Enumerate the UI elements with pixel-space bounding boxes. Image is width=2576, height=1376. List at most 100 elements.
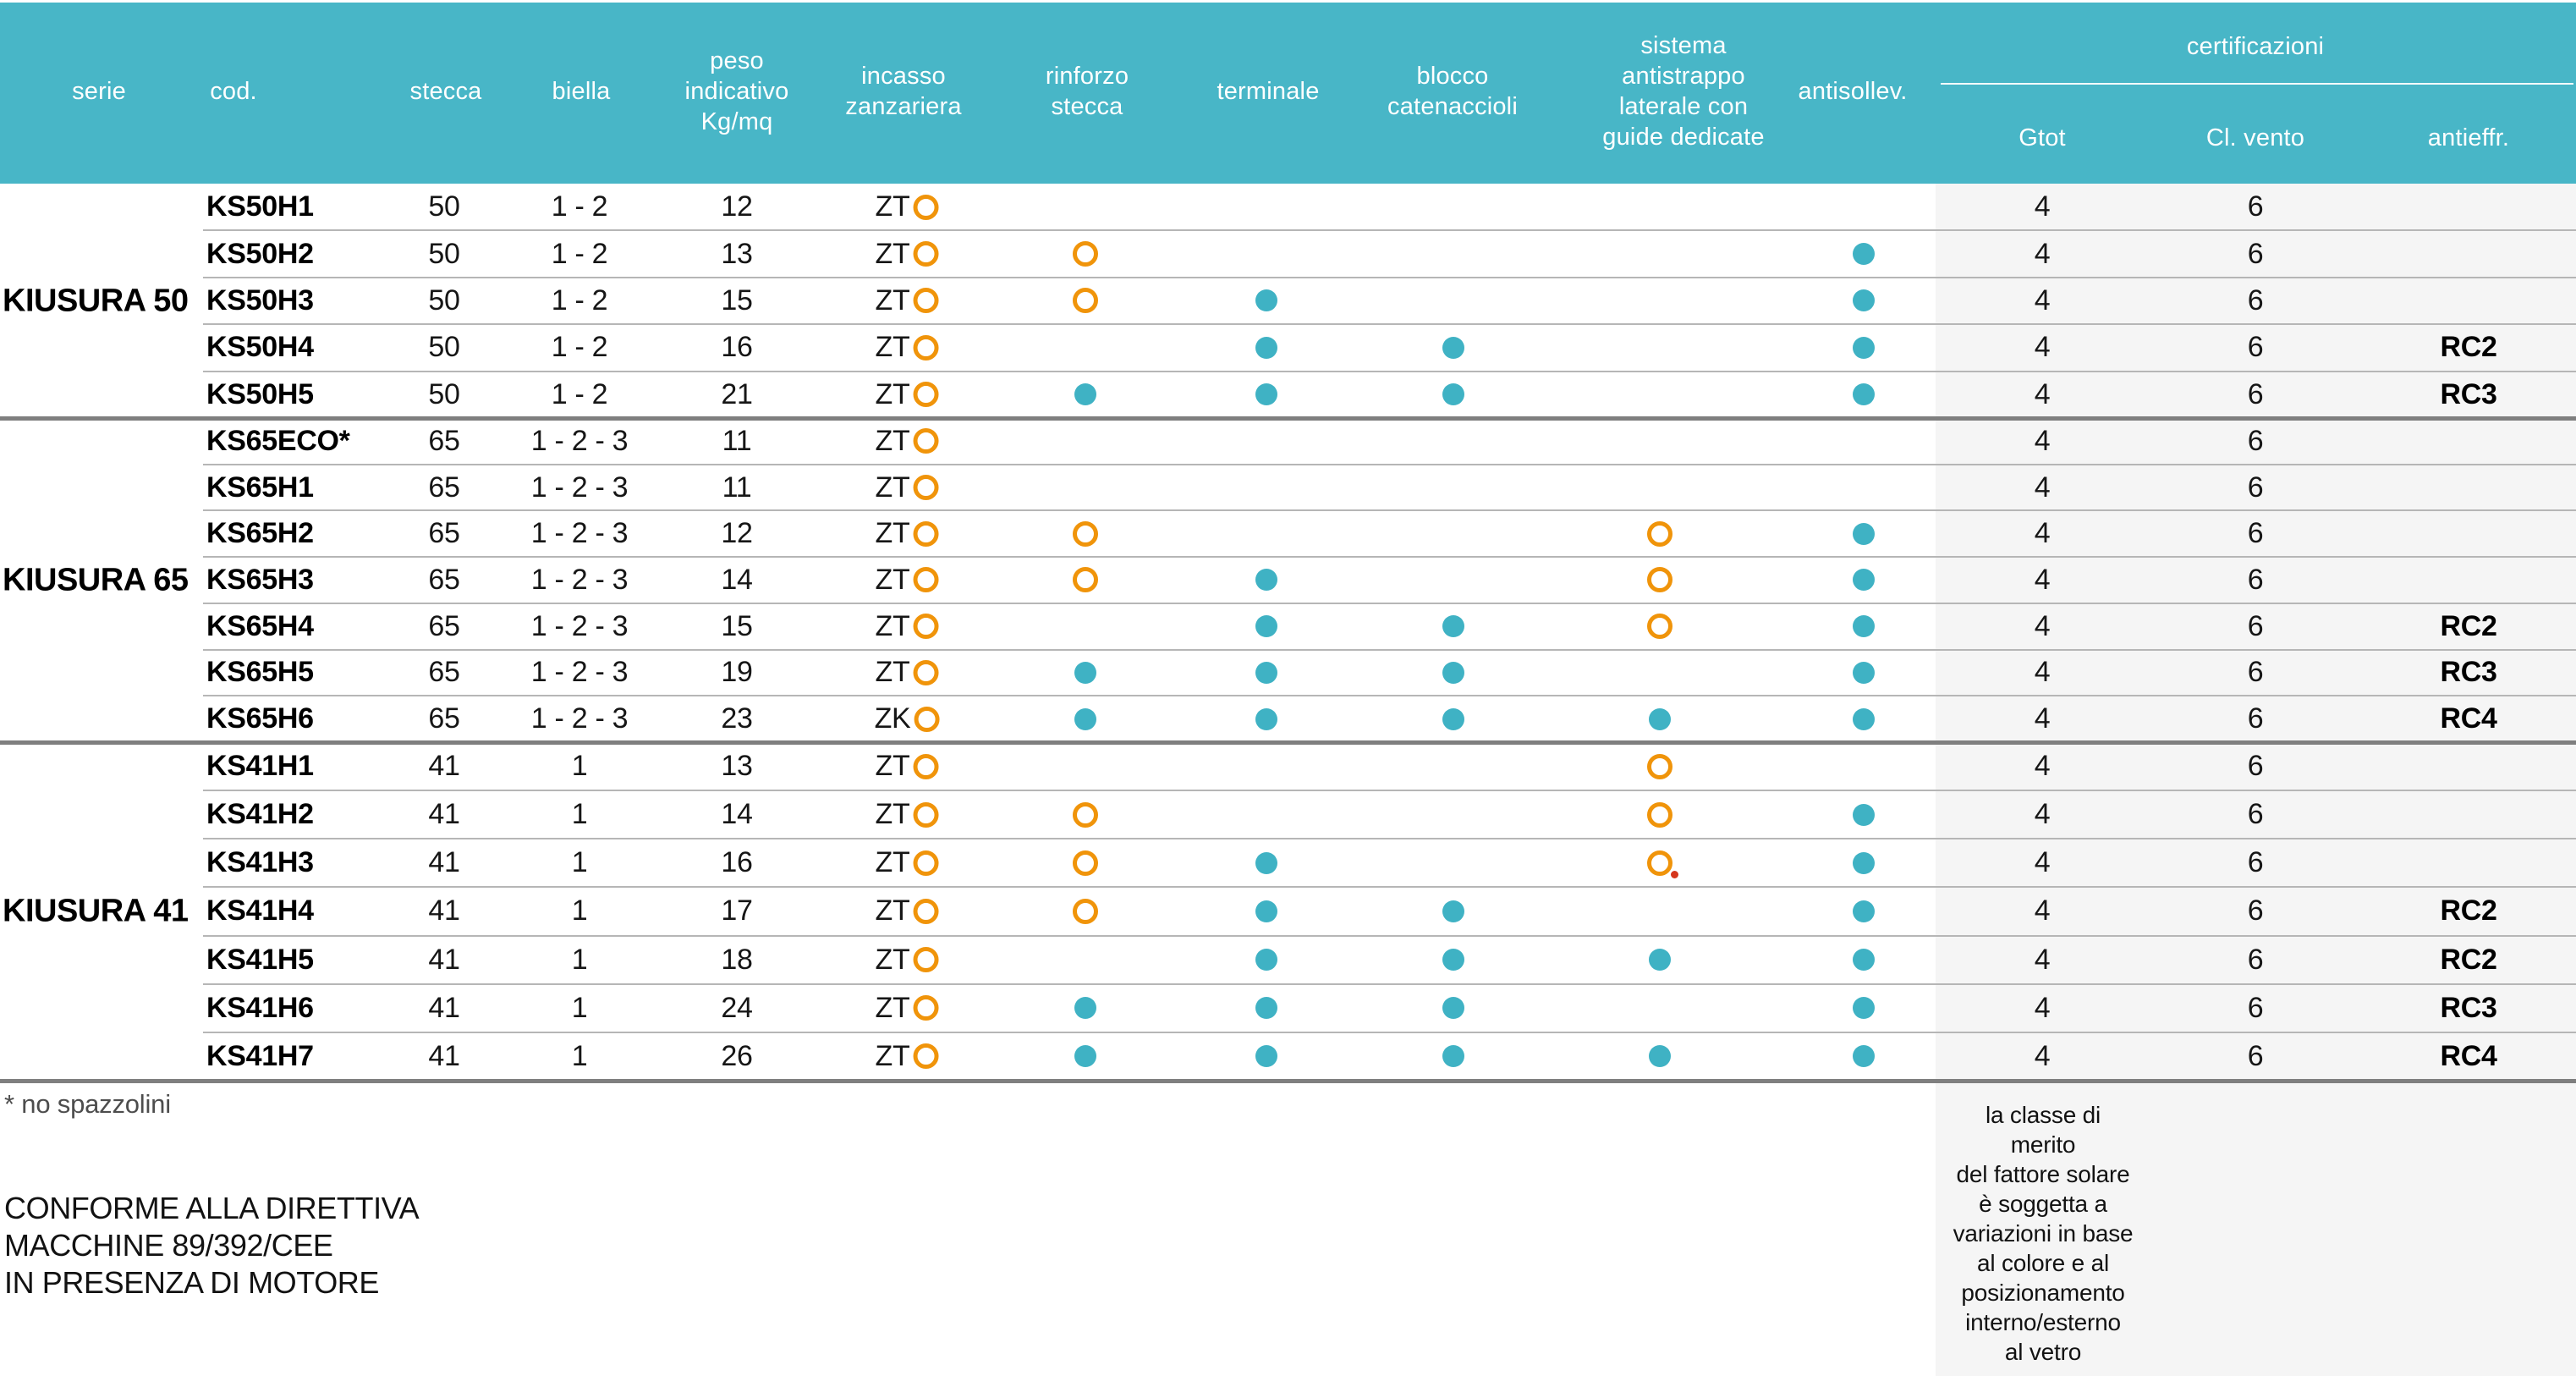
feature-dot-icon: [1853, 289, 1875, 312]
incasso-code: ZT: [875, 237, 910, 270]
cell-peso: 23: [721, 702, 753, 735]
feature-ring-icon: [913, 995, 939, 1021]
cell-rinforzo: [1074, 1032, 1096, 1081]
cell-peso: 11: [722, 424, 752, 457]
incasso-code: ZT: [875, 377, 910, 410]
cell-stecca: 41: [428, 846, 460, 879]
table-row: KS65H3 65 1 - 2 - 3 14 ZT 4 6: [0, 557, 2576, 603]
cell-terminale: [1255, 557, 1277, 603]
cell-cod: KS50H1: [206, 190, 314, 223]
col-header-antisollev: antisollev.: [1798, 78, 1908, 105]
cell-vento: 6: [2247, 331, 2264, 364]
feature-ring-icon: [1647, 753, 1672, 779]
cell-gtot: 4: [2034, 331, 2051, 364]
cell-incasso: ZT: [876, 984, 939, 1032]
cell-stecca: 50: [428, 331, 460, 364]
cell-cod: KS41H2: [206, 798, 314, 831]
cell-vento: 6: [2247, 894, 2264, 927]
incasso-code: ZT: [875, 563, 910, 596]
cell-sistema: [1649, 936, 1671, 984]
cell-rinforzo: [1073, 790, 1098, 839]
feature-ring-icon: [1073, 567, 1098, 593]
feature-ring-icon: [1073, 520, 1098, 547]
cell-rinforzo: [1073, 557, 1098, 603]
cell-cod: KS65H1: [206, 471, 314, 504]
feature-dot-icon: [1074, 997, 1096, 1020]
cell-gtot: 4: [2034, 609, 2051, 642]
group-separator: [0, 416, 2576, 421]
feature-ring-icon: [1073, 898, 1098, 924]
incasso-code: ZT: [875, 656, 910, 689]
footnote-asterisk: * no spazzolini: [4, 1089, 171, 1119]
table-row: KS50H3 50 1 - 2 15 ZT 4 6: [0, 278, 2576, 324]
cell-stecca: 41: [428, 894, 460, 927]
incasso-code: ZT: [875, 331, 910, 364]
feature-dot-icon: [1442, 707, 1464, 730]
row-separator: [203, 695, 2576, 697]
feature-ring-icon: [913, 241, 939, 267]
cell-antieffr: RC3: [2440, 377, 2497, 410]
cell-rinforzo: [1074, 696, 1096, 742]
col-header-blocco: blocco catenaccioli: [1387, 63, 1518, 120]
col-header-peso: peso indicativo Kg/mq: [684, 47, 789, 135]
cell-gtot: 4: [2034, 1039, 2051, 1072]
cell-antieffr: RC3: [2440, 991, 2497, 1024]
incasso-code: ZT: [875, 846, 910, 879]
cell-gtot: 4: [2034, 798, 2051, 831]
col-header-gtot: Gtot: [2019, 124, 2066, 151]
feature-ring-icon: [913, 288, 939, 314]
cell-stecca: 41: [428, 750, 460, 783]
feature-ring-icon: [913, 614, 939, 640]
feature-ring-icon: [1073, 801, 1098, 828]
feature-dot-icon: [1442, 997, 1464, 1020]
cell-incasso: ZT: [876, 418, 939, 465]
cell-vento: 6: [2247, 283, 2264, 316]
cell-antisollev: [1853, 230, 1875, 277]
cell-sistema: [1647, 510, 1672, 557]
cell-cod: KS65ECO*: [206, 424, 350, 457]
cell-peso: 17: [721, 894, 753, 927]
feature-dot-icon: [1853, 949, 1875, 971]
cell-terminale: [1255, 696, 1277, 742]
cell-gtot: 4: [2034, 846, 2051, 879]
cell-peso: 19: [721, 656, 753, 689]
feature-dot-icon: [1255, 1045, 1277, 1068]
cell-peso: 16: [721, 846, 753, 879]
col-header-antieffr: antieffr.: [2427, 124, 2510, 151]
feature-dot-icon: [1255, 336, 1277, 359]
cell-antisollev: [1853, 984, 1875, 1032]
feature-ring-icon: [1647, 520, 1672, 547]
cell-terminale: [1255, 372, 1277, 418]
incasso-code: ZK: [874, 702, 911, 735]
feature-ring-icon: [913, 850, 939, 876]
col-header-vento: Cl. vento: [2205, 124, 2305, 151]
cell-rinforzo: [1073, 887, 1098, 935]
feature-dot-icon: [1442, 949, 1464, 971]
cell-gtot: 4: [2034, 237, 2051, 270]
cell-rinforzo: [1073, 510, 1098, 557]
cell-peso: 18: [721, 943, 753, 976]
col-header-biella: biella: [552, 78, 611, 105]
cell-stecca: 65: [428, 609, 460, 642]
feature-ring-icon: [913, 382, 939, 408]
row-separator: [203, 463, 2576, 465]
feature-ring-icon: [1073, 288, 1098, 314]
row-separator: [203, 838, 2576, 840]
feature-ring-icon: [913, 428, 939, 454]
cell-stecca: 65: [428, 563, 460, 596]
cell-gtot: 4: [2034, 656, 2051, 689]
cell-biella: 1 - 2: [551, 237, 608, 270]
feature-ring-icon: [1073, 850, 1098, 876]
cell-antieffr: RC4: [2440, 702, 2497, 735]
cell-biella: 1 - 2: [551, 331, 608, 364]
feature-dot-icon: [1649, 949, 1671, 971]
feature-ring-icon: [913, 475, 939, 501]
feature-dot-icon: [1255, 997, 1277, 1020]
incasso-code: ZT: [875, 798, 910, 831]
feature-dot-icon: [1442, 661, 1464, 684]
cell-peso: 11: [722, 471, 752, 504]
feature-dot-icon: [1255, 289, 1277, 312]
feature-dot-icon: [1442, 336, 1464, 359]
cell-blocco: [1442, 696, 1464, 742]
cell-peso: 12: [721, 517, 753, 550]
